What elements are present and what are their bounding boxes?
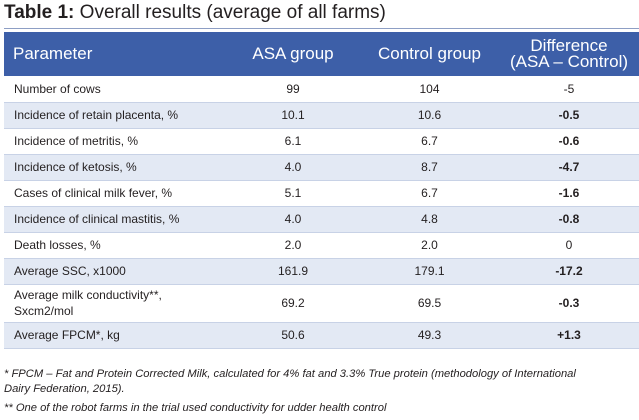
row-parameter: Incidence of retain placenta, % — [4, 102, 226, 129]
table-body: Number of cows 99 104 -5 Incidence of re… — [4, 76, 639, 349]
table-row: Average milk conductivity**, Sxcm2/mol 69… — [4, 284, 639, 323]
row-difference-value: 0 — [499, 232, 639, 259]
table-row: Incidence of ketosis, % 4.0 8.7 -4.7 — [4, 154, 639, 181]
header-difference-line1: Difference — [530, 36, 608, 55]
row-difference-value: +1.3 — [499, 322, 639, 349]
row-parameter-line1: Average milk conductivity**, — [14, 288, 162, 302]
row-control-value: 6.7 — [360, 180, 499, 207]
row-parameter: Average FPCM*, kg — [4, 322, 226, 349]
row-control-value: 179.1 — [360, 258, 499, 285]
row-asa-value: 161.9 — [226, 258, 360, 285]
row-parameter: Cases of clinical milk fever, % — [4, 180, 226, 207]
table-row: Incidence of clinical mastitis, % 4.0 4.… — [4, 206, 639, 233]
row-control-value: 69.5 — [360, 284, 499, 323]
table-header: Parameter ASA group Control group Differ… — [4, 32, 639, 76]
row-asa-value: 69.2 — [226, 284, 360, 323]
table-row: Death losses, % 2.0 2.0 0 — [4, 232, 639, 259]
row-parameter: Average SSC, x1000 — [4, 258, 226, 285]
row-parameter: Incidence of ketosis, % — [4, 154, 226, 181]
row-parameter: Death losses, % — [4, 232, 226, 259]
row-difference-value: -1.6 — [499, 180, 639, 207]
row-asa-value: 10.1 — [226, 102, 360, 129]
header-difference-line2: (ASA – Control) — [509, 52, 629, 71]
footnote-fpcm-line2: Dairy Federation, 2015). — [4, 383, 125, 395]
row-control-value: 10.6 — [360, 102, 499, 129]
table-row: Incidence of metritis, % 6.1 6.7 -0.6 — [4, 128, 639, 155]
row-asa-value: 4.0 — [226, 154, 360, 181]
footnote-fpcm-line1: * FPCM – Fat and Protein Corrected Milk,… — [4, 368, 576, 380]
row-control-value: 2.0 — [360, 232, 499, 259]
results-table: Parameter ASA group Control group Differ… — [4, 32, 639, 349]
table-row: Cases of clinical milk fever, % 5.1 6.7 … — [4, 180, 639, 207]
row-parameter: Incidence of metritis, % — [4, 128, 226, 155]
header-parameter: Parameter — [13, 44, 93, 63]
row-control-value: 8.7 — [360, 154, 499, 181]
row-asa-value: 50.6 — [226, 322, 360, 349]
row-asa-value: 5.1 — [226, 180, 360, 207]
row-parameter: Number of cows — [4, 76, 226, 103]
row-control-value: 6.7 — [360, 128, 499, 155]
row-parameter: Incidence of clinical mastitis, % — [4, 206, 226, 233]
header-asa-group: ASA group — [252, 44, 334, 63]
row-difference-value: -5 — [499, 76, 639, 103]
row-difference-value: -17.2 — [499, 258, 639, 285]
table-title: Table 1: Overall results (average of all… — [4, 1, 386, 25]
table-row: Number of cows 99 104 -5 — [4, 76, 639, 103]
table-title-text: Overall results (average of all farms) — [74, 2, 386, 23]
row-difference-value: -0.5 — [499, 102, 639, 129]
row-difference-value: -0.8 — [499, 206, 639, 233]
row-asa-value: 99 — [226, 76, 360, 103]
table-row: Average FPCM*, kg 50.6 49.3 +1.3 — [4, 322, 639, 349]
footnote-conductivity: ** One of the robot farms in the trial u… — [4, 402, 387, 414]
table-row: Incidence of retain placenta, % 10.1 10.… — [4, 102, 639, 129]
row-control-value: 4.8 — [360, 206, 499, 233]
row-control-value: 104 — [360, 76, 499, 103]
table-row: Average SSC, x1000 161.9 179.1 -17.2 — [4, 258, 639, 285]
header-row: Parameter ASA group Control group Differ… — [4, 32, 639, 76]
row-control-value: 49.3 — [360, 322, 499, 349]
table-title-label: Table 1: — [4, 2, 75, 23]
row-asa-value: 4.0 — [226, 206, 360, 233]
header-difference: Difference (ASA – Control) — [499, 32, 639, 76]
row-difference-value: -0.6 — [499, 128, 639, 155]
row-difference-value: -4.7 — [499, 154, 639, 181]
row-asa-value: 2.0 — [226, 232, 360, 259]
row-parameter-line2: Sxcm2/mol — [14, 304, 74, 318]
header-control-group: Control group — [377, 44, 481, 63]
row-parameter: Average milk conductivity**, Sxcm2/mol — [4, 284, 226, 323]
row-difference-value: -0.3 — [499, 284, 639, 323]
title-divider — [4, 28, 639, 29]
row-asa-value: 6.1 — [226, 128, 360, 155]
